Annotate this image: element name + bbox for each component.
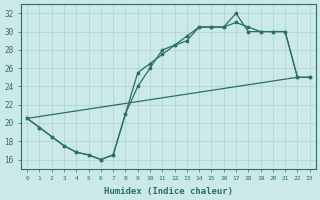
X-axis label: Humidex (Indice chaleur): Humidex (Indice chaleur) [104, 187, 233, 196]
